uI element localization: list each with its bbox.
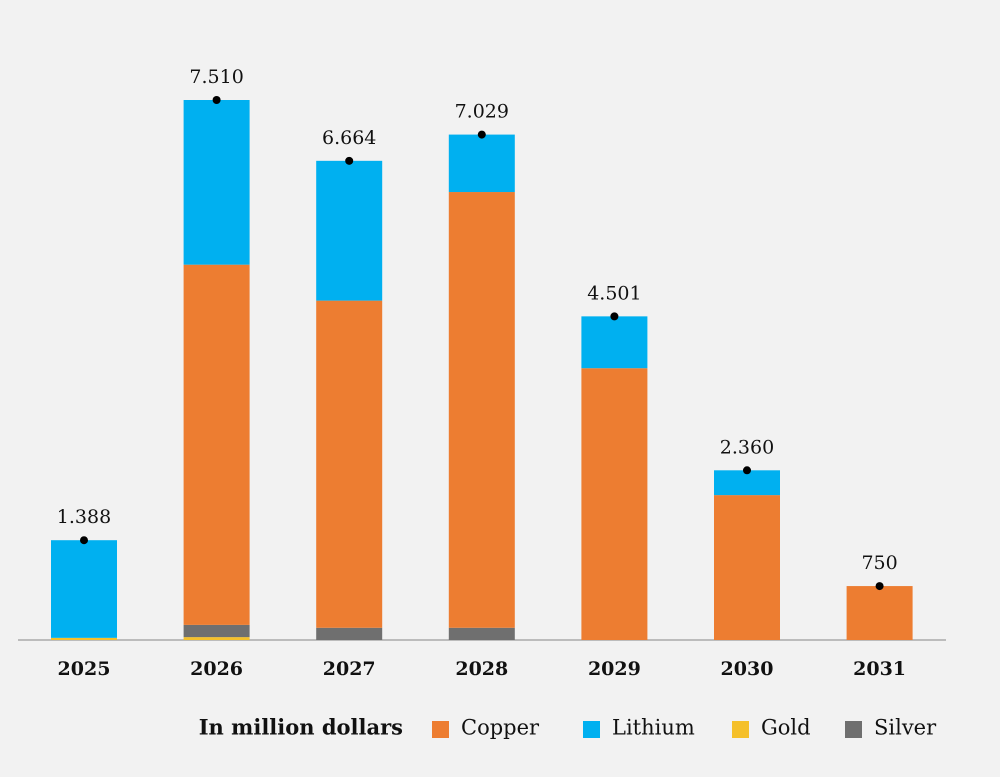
x-tick-label: 2031: [853, 658, 906, 680]
bar-segment: [448, 627, 515, 640]
bar-segment: [581, 368, 648, 640]
bar-segment: [183, 624, 250, 638]
total-label: 7.029: [455, 101, 509, 123]
bar-segment: [448, 192, 515, 628]
total-label: 4.501: [587, 282, 641, 304]
total-label: 750: [861, 552, 897, 574]
legend-swatch: [732, 721, 749, 738]
x-tick-label: 2029: [588, 658, 641, 680]
legend-label: Silver: [874, 716, 937, 740]
total-dot: [743, 466, 751, 475]
total-label: 1.388: [57, 506, 111, 528]
total-dot: [80, 536, 88, 545]
bar-segment: [183, 264, 250, 625]
total-dot: [477, 130, 486, 139]
x-tick-label: 2026: [190, 658, 243, 680]
bar-segment: [183, 100, 250, 265]
total-label: 7.510: [189, 66, 243, 88]
total-label: 2.360: [720, 436, 774, 458]
bar-segment: [316, 160, 383, 301]
legend-swatch: [845, 721, 862, 738]
legend-label: Lithium: [612, 716, 695, 740]
bar-segment: [183, 637, 250, 640]
legend-label: Gold: [761, 716, 811, 740]
bar-segment: [51, 540, 117, 638]
bar-segment: [581, 316, 648, 369]
total-label: 6.664: [322, 127, 376, 149]
bar-segment: [51, 637, 117, 640]
x-tick-label: 2030: [721, 658, 774, 680]
legend-label: Copper: [461, 716, 540, 740]
total-dot: [345, 156, 354, 165]
x-tick-label: 2028: [455, 658, 508, 680]
x-tick-label: 2027: [323, 658, 376, 680]
bar-segment: [714, 495, 780, 640]
bar-segment: [846, 586, 913, 640]
total-dot: [212, 96, 221, 104]
total-dot: [875, 582, 884, 591]
legend-swatch: [432, 721, 449, 738]
legend-title: In million dollars: [199, 715, 403, 740]
bar-segment: [714, 470, 780, 496]
bar-segment: [448, 134, 515, 193]
bar-segment: [316, 300, 383, 628]
x-tick-label: 2025: [58, 658, 111, 680]
legend-swatch: [583, 721, 600, 738]
bar-segment: [316, 627, 383, 640]
total-dot: [610, 312, 619, 321]
